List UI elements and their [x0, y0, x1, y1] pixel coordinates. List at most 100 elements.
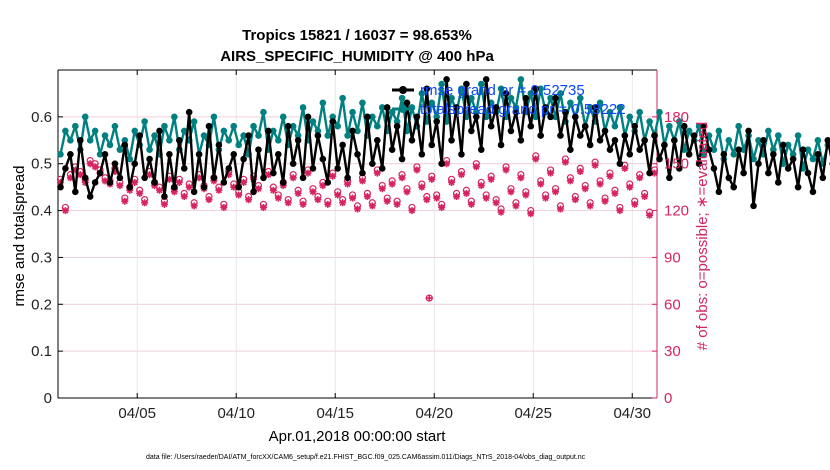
totalspread-point [567, 99, 574, 107]
rmse-point [675, 165, 683, 172]
totalspread-point [586, 104, 594, 111]
obs-evaluated-point [561, 158, 569, 166]
rmse-point [428, 141, 436, 149]
totalspread-point [324, 132, 332, 139]
rmse-point [166, 151, 173, 158]
rmse-point [819, 174, 827, 182]
y-tick-label-left: 0 [44, 390, 52, 407]
obs-evaluated-point [309, 188, 317, 196]
x-tick-label: 04/25 [514, 405, 552, 422]
totalspread-point [339, 94, 346, 102]
rmse-point [96, 169, 104, 177]
totalspread-point [527, 90, 535, 97]
rmse-point [67, 151, 74, 158]
totalspread-point [576, 94, 584, 102]
y-tick-label-right: 60 [664, 296, 681, 313]
obs-evaluated-point [240, 178, 248, 186]
obs-evaluated-point [517, 174, 525, 182]
obs-evaluated-point [170, 188, 178, 196]
obs-evaluated-point [433, 194, 441, 202]
totalspread-point [86, 136, 94, 144]
totalspread-point [473, 108, 480, 116]
totalspread-point [789, 151, 797, 158]
rmse-point [205, 122, 213, 130]
obs-evaluated-point [497, 208, 505, 216]
rmse-point [745, 127, 752, 135]
totalspread-point [596, 99, 604, 107]
rmse-point [121, 141, 129, 149]
totalspread-point [279, 113, 287, 121]
rmse-point [265, 127, 272, 135]
rmse-point [106, 179, 114, 186]
rmse-point [636, 146, 643, 153]
rmse-point [794, 183, 802, 191]
totalspread-point [359, 99, 366, 107]
rmse-point [364, 113, 371, 121]
obs-evaluated-point [472, 163, 480, 171]
totalspread-point [388, 108, 396, 116]
y-tick-label-right: 0 [664, 390, 672, 407]
rmse-point [339, 141, 346, 149]
rmse-point [195, 151, 203, 158]
rmse-point [329, 118, 337, 125]
totalspread-point [294, 132, 302, 139]
obs-evaluated-point [507, 188, 515, 196]
x-tick-label: 04/10 [217, 405, 255, 422]
rmse-point [76, 136, 84, 144]
chart-subtitle: AIRS_SPECIFIC_HUMIDITY @ 400 hPa [220, 48, 494, 65]
series-rmse [57, 76, 830, 210]
obs-evaluated-point [215, 186, 223, 194]
totalspread-point [512, 104, 520, 111]
y-tick-label-right: 180 [664, 109, 689, 126]
rmse-point [656, 155, 663, 163]
obs-evaluated-point [294, 189, 302, 197]
obs-evaluated-point [225, 171, 233, 179]
y-tick-label-right: 90 [664, 249, 681, 266]
rmse-point [735, 146, 742, 153]
obs-evaluated-point [378, 185, 386, 193]
tick-labels: 04/05 04/10 04/15 04/20 04/25 04/30 0 0.1 0.2 0.3… [31, 109, 689, 422]
obs-evaluated-point [462, 189, 470, 197]
totalspread-point [235, 141, 242, 149]
rmse-point [690, 132, 698, 139]
obs-evaluated-point [324, 200, 332, 208]
totalspread-point [477, 80, 485, 88]
y-tick-label-right: 150 [664, 156, 689, 173]
obs-evaluated-point [621, 164, 629, 172]
rmse-point [576, 132, 584, 139]
rmse-point [274, 151, 282, 158]
rmse-point [572, 113, 579, 121]
obs-evaluated-point [190, 202, 198, 210]
rmse-point [175, 136, 183, 144]
totalspread-point [344, 132, 351, 139]
obs-evaluated-point [76, 171, 84, 179]
rmse-point [260, 174, 267, 182]
y-tick-label-right: 120 [664, 203, 689, 220]
y-axis-label-right: # of obs: o=possible; ∗=evaluated [694, 122, 711, 351]
legend-spread-marker [399, 105, 407, 113]
obs-evaluated-point [487, 175, 495, 183]
obs-evaluated-point [566, 177, 574, 185]
totalspread-point [418, 90, 426, 97]
obs-evaluated-point [349, 194, 357, 202]
obs-evaluated-point [373, 169, 381, 177]
rmse-point [299, 174, 307, 182]
rmse-point [774, 179, 782, 186]
totalspread-point [240, 132, 247, 139]
totalspread-point [274, 136, 282, 144]
totalspread-point [250, 122, 257, 130]
totalspread-point [814, 136, 822, 144]
rmse-point [666, 174, 673, 182]
rmse-point [770, 151, 777, 158]
totalspread-point [116, 146, 124, 153]
rmse-point [799, 146, 807, 153]
obs-evaluated-point [596, 180, 604, 188]
obs-evaluated-point [576, 168, 584, 176]
rmse-point [240, 155, 247, 163]
totalspread-point [210, 113, 218, 121]
obs-evaluated-point [101, 177, 109, 185]
totalspread-point [190, 118, 198, 125]
rmse-point [413, 113, 421, 121]
totalspread-point [611, 122, 619, 130]
